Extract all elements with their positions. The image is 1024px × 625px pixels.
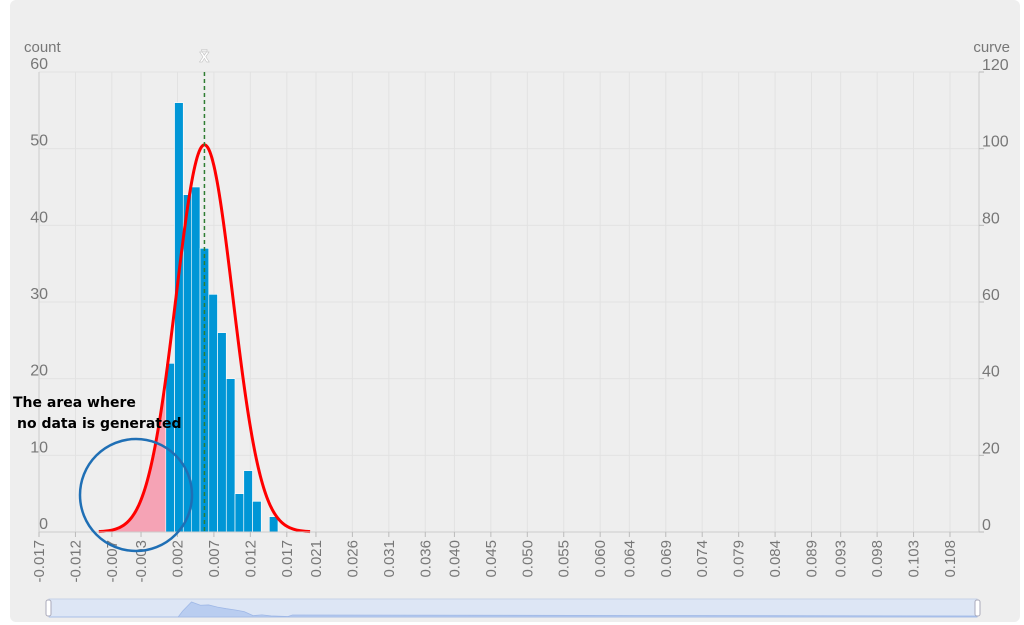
x-tick-label: 0.026	[344, 540, 361, 578]
histogram-bar	[226, 378, 236, 533]
histogram-bar	[191, 186, 201, 533]
left-y-tick-label: 30	[30, 286, 48, 303]
x-tick-label: 0.036	[417, 540, 434, 578]
histogram-bar	[174, 102, 184, 533]
mean-label: x̄	[199, 46, 209, 66]
annotation-line-1: The area where	[13, 395, 136, 411]
x-tick-label: 0.031	[381, 540, 398, 578]
x-tick-label: 0.021	[308, 540, 325, 578]
right-y-tick-label: 100	[982, 134, 1009, 151]
x-tick-label: 0.012	[242, 540, 259, 578]
histogram-bar	[252, 501, 262, 533]
annotation-line-2: no data is generated	[17, 416, 182, 432]
x-tick-label: 0.017	[279, 540, 296, 578]
histogram-bar	[208, 294, 218, 533]
histogram-bar	[234, 493, 245, 533]
x-tick-label: 0.108	[942, 540, 959, 578]
left-y-tick-label: 40	[30, 209, 48, 226]
x-tick-label: 0.084	[767, 540, 784, 578]
x-tick-label: 0.045	[483, 540, 500, 578]
histogram-bar	[217, 332, 227, 533]
x-tick-label: 0.055	[556, 540, 573, 578]
chart-panel: x̄ 0 10 20 30 40 50 60 0 20 40 60 80 100 120 -0.017 -0.…	[10, 0, 1020, 622]
x-tick-label: 0.060	[592, 540, 609, 578]
data-zoom-slider[interactable]	[45, 598, 981, 618]
x-tick-label: 0.089	[804, 540, 821, 578]
x-tick-label: 0.002	[169, 540, 186, 578]
right-y-tick-label: 20	[982, 440, 1000, 457]
x-tick-label: -0.012	[67, 540, 84, 583]
shaded-region	[98, 378, 166, 532]
x-tick-label: 0.098	[869, 540, 886, 578]
right-y-tick-label: 80	[982, 210, 1000, 227]
histogram-chart: x̄ 0 10 20 30 40 50 60 0 20 40 60 80 100 120 -0.017 -0.…	[13, 39, 1010, 618]
left-y-tick-label: 0	[39, 516, 48, 533]
right-y-tick-label: 120	[982, 57, 1009, 74]
x-tick-label: -0.003	[133, 540, 150, 583]
right-y-tick-label: 60	[982, 287, 1000, 304]
x-tick-label: 0.050	[519, 540, 536, 578]
x-tick-label: 0.093	[833, 540, 850, 578]
right-y-tick-label: 40	[982, 364, 1000, 381]
x-tick-label: 0.103	[906, 540, 923, 578]
left-y-tick-label: 50	[30, 133, 48, 150]
mean-marker: x̄	[199, 46, 210, 532]
histogram-bars	[165, 102, 279, 533]
histogram-bar	[243, 470, 253, 533]
x-tick-label: 0.074	[694, 540, 711, 578]
axes: 0 10 20 30 40 50 60 0 20 40 60 80 100 120 -0.017 -0.012…	[30, 56, 1009, 583]
left-y-tick-label: 60	[30, 56, 48, 73]
x-tick-label: 0.069	[658, 540, 675, 578]
right-axis-label: curve	[973, 39, 1010, 56]
left-axis-label: count	[24, 39, 62, 56]
slider-right-handle[interactable]	[974, 599, 981, 617]
x-tick-label: -0.017	[31, 540, 48, 583]
left-y-tick-label: 20	[30, 363, 48, 380]
x-tick-label: 0.040	[446, 540, 463, 578]
annotation-circle	[78, 437, 194, 553]
x-tick-label: 0.079	[731, 540, 748, 578]
x-tick-label: -0.007	[104, 540, 121, 583]
right-y-tick-label: 0	[982, 517, 991, 534]
slider-preview-area	[49, 601, 978, 618]
x-tick-label: 0.007	[206, 540, 223, 578]
left-y-tick-label: 10	[30, 439, 48, 456]
shaded-tail-area	[98, 378, 166, 532]
annotation: The area where no data is generated	[13, 395, 194, 553]
x-tick-label: 0.064	[621, 540, 638, 578]
slider-left-handle[interactable]	[45, 599, 52, 617]
